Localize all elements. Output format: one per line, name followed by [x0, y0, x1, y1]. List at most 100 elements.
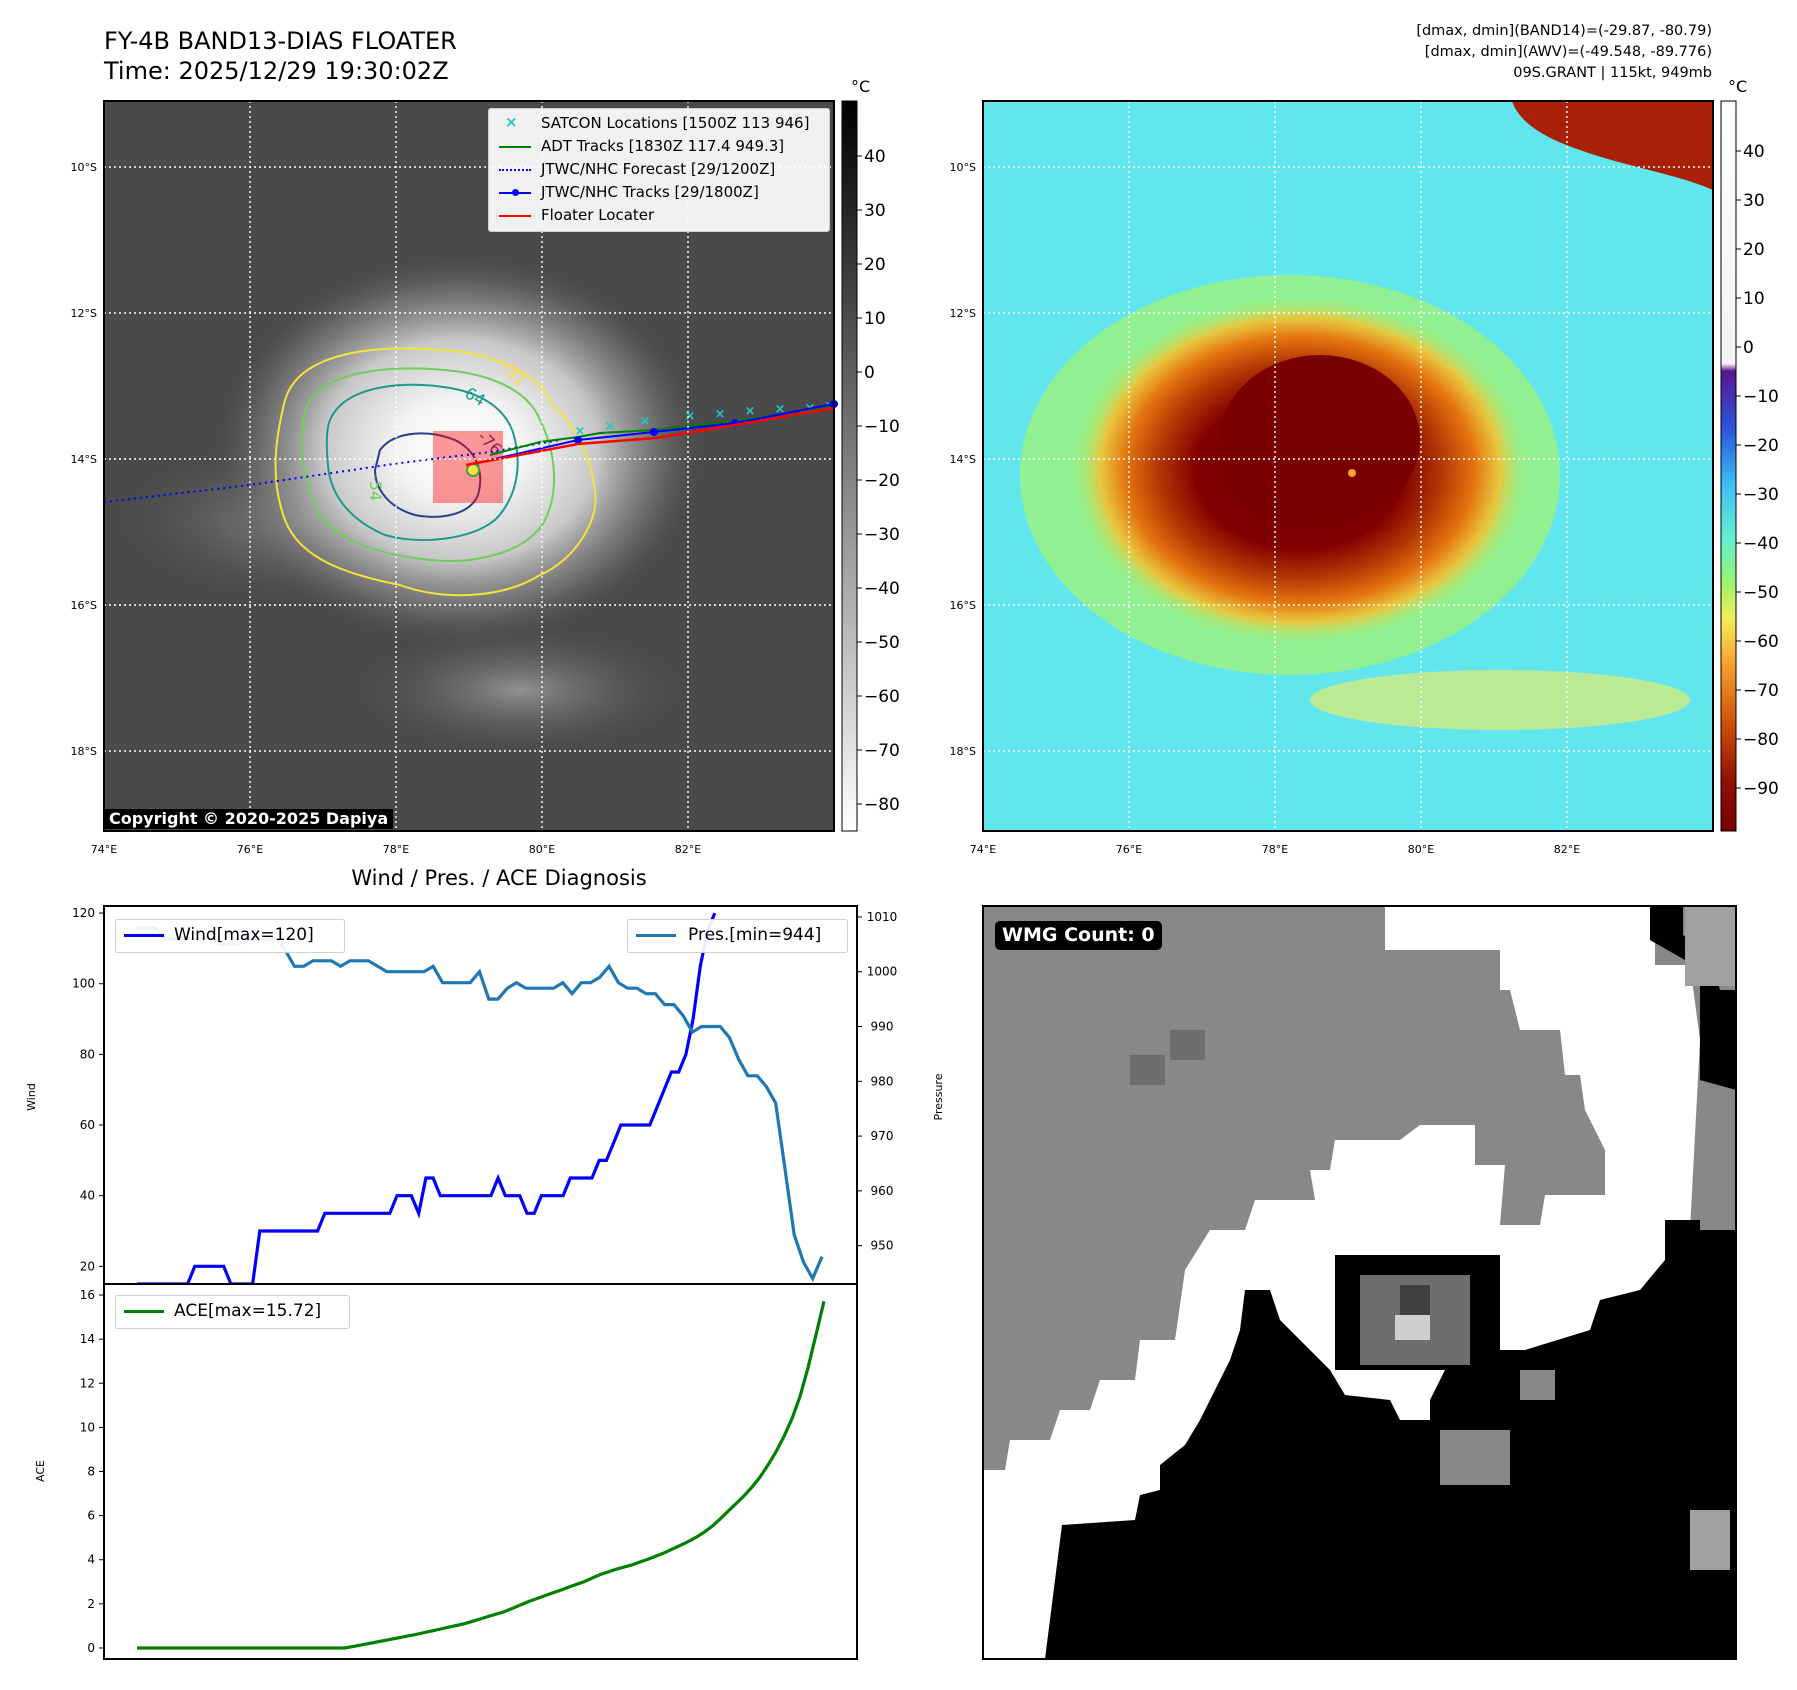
- ir-colorbar-tick: −80: [864, 795, 900, 815]
- copyright-badge: Copyright © 2020-2025 Dapiya: [104, 809, 394, 829]
- ir-colorbar: [841, 100, 858, 832]
- forecast-track: [103, 439, 561, 503]
- pressure-ytick: 1000: [867, 965, 898, 979]
- awv-lat-tick: 16°S: [950, 599, 976, 612]
- awv-lat-tick: 14°S: [950, 453, 976, 466]
- ir-colorbar-unit: °C: [851, 77, 871, 96]
- wmg-frame: [982, 905, 1737, 1660]
- awv-lon-tick: 80°E: [1408, 843, 1434, 856]
- info-band14: [dmax, dmin](BAND14)=(-29.87, -80.79): [1416, 23, 1712, 39]
- wind-ytick: 40: [80, 1189, 95, 1203]
- info-storm: 09S.GRANT | 115kt, 949mb: [1513, 65, 1712, 81]
- floater-track: [465, 406, 835, 467]
- adt-line-icon: [499, 146, 531, 148]
- tracks-dot-icon: [512, 189, 519, 196]
- awv-lat-tick: 18°S: [950, 745, 976, 758]
- ir-colorbar-tick: −70: [864, 741, 900, 761]
- awv-dry-corner: [1512, 101, 1713, 190]
- awv-colorbar-tick: −60: [1743, 632, 1779, 652]
- legend-satcon: × SATCON Locations [1500Z 113 946]: [505, 113, 810, 132]
- pressure-ytick: 960: [871, 1184, 894, 1198]
- awv-lon-tick: 74°E: [970, 843, 996, 856]
- satcon-marker: ×: [575, 424, 586, 439]
- info-awv: [dmax, dmin](AWV)=(-49.548, -89.776): [1424, 44, 1712, 60]
- pressure-axis-label: Pressure: [932, 1073, 945, 1120]
- track-point: [574, 436, 582, 444]
- awv-colorbar-tick: −50: [1743, 583, 1779, 603]
- ir-lat-tick: 16°S: [71, 599, 97, 612]
- contour-76: [373, 432, 482, 518]
- legend-adt: ADT Tracks [1830Z 117.4 949.3]: [489, 135, 829, 158]
- wmg-black-corner: [1650, 906, 1736, 1090]
- pressure-ytick: 950: [871, 1239, 894, 1253]
- awv-colorbar-tick: 0: [1743, 338, 1754, 358]
- satcon-marker: ×: [745, 404, 756, 419]
- wind-ytick: 100: [72, 977, 95, 991]
- wind-ytick: 80: [80, 1047, 95, 1061]
- awv-frame: [982, 100, 1714, 832]
- contour-64: [325, 383, 519, 541]
- wmg-eye-light: [1395, 1315, 1430, 1340]
- ace-ytick: 8: [87, 1465, 95, 1479]
- awv-colorbar-tick: −20: [1743, 436, 1779, 456]
- awv-lon-tick: 78°E: [1262, 843, 1288, 856]
- storm-eye-marker: [466, 463, 480, 477]
- ace-ytick: 4: [87, 1553, 95, 1567]
- ir-lon-tick: 76°E: [237, 843, 263, 856]
- wmg-gray-patch: [1440, 1430, 1510, 1485]
- ir-colorbar-tick: 20: [864, 255, 886, 275]
- ir-lon-tick: 80°E: [529, 843, 555, 856]
- ace-axes: [103, 1283, 858, 1660]
- awv-colorbar-tick: −80: [1743, 730, 1779, 750]
- awv-colorbar-tick: −10: [1743, 387, 1779, 407]
- wind-axis-label: Wind: [25, 1083, 38, 1111]
- satcon-marker: ×: [775, 402, 786, 417]
- ir-legend: × SATCON Locations [1500Z 113 946] ADT T…: [488, 108, 830, 232]
- wmg-dark-patch: [1130, 1055, 1165, 1085]
- ir-lat-tick: 12°S: [71, 307, 97, 320]
- ir-colorbar-tick: −30: [864, 525, 900, 545]
- ir-cloud-band-south: [340, 620, 700, 760]
- diagnosis-title: Wind / Pres. / ACE Diagnosis: [351, 866, 647, 890]
- ir-colorbar-tick: −10: [864, 417, 900, 437]
- awv-colorbar-tick: 40: [1743, 142, 1765, 162]
- contour-54: [301, 367, 555, 562]
- wmg-light-patch: [1690, 1510, 1730, 1570]
- pressure-line-icon: [636, 934, 676, 937]
- ir-colorbar-tick: −60: [864, 687, 900, 707]
- ir-lat-tick: 18°S: [71, 745, 97, 758]
- ir-colorbar-tick: 10: [864, 309, 886, 329]
- awv-colorbar-tick: 30: [1743, 191, 1765, 211]
- ace-ytick: 6: [87, 1509, 95, 1523]
- forecast-line-icon: [499, 169, 531, 171]
- wind-ytick: 60: [80, 1118, 95, 1132]
- figure-title: FY-4B BAND13-DIAS FLOATER: [104, 27, 457, 55]
- ir-colorbar-tick: −20: [864, 471, 900, 491]
- ir-lat-tick: 14°S: [71, 453, 97, 466]
- figure-time: Time: 2025/12/29 19:30:02Z: [104, 57, 449, 85]
- pressure-ytick: 980: [871, 1074, 894, 1088]
- wmg-eye-dark: [1400, 1285, 1430, 1315]
- awv-colorbar-tick: 10: [1743, 289, 1765, 309]
- wind-legend: Wind[max=120]: [115, 919, 345, 953]
- satcon-marker: ×: [715, 407, 726, 422]
- ir-frame: [103, 100, 835, 832]
- wind-ytick: 20: [80, 1259, 95, 1273]
- ace-line-icon: [124, 1310, 164, 1313]
- awv-colorbar: [1720, 100, 1737, 832]
- ace-ytick: 10: [80, 1420, 95, 1434]
- ace-axis-label: ACE: [34, 1460, 47, 1482]
- ir-colorbar-tick: 0: [864, 363, 875, 383]
- ace-legend: ACE[max=15.72]: [115, 1295, 350, 1329]
- satcon-marker: ×: [640, 414, 651, 429]
- ir-lon-tick: 82°E: [675, 843, 701, 856]
- contour-label-54: -54: [366, 475, 385, 501]
- awv-eye-dot: [1348, 469, 1356, 477]
- ace-series-line: [137, 1300, 826, 1650]
- awv-colorbar-tick: −90: [1743, 779, 1779, 799]
- wmg-gray-patch-small: [1520, 1370, 1555, 1400]
- legend-tracks: JTWC/NHC Tracks [29/1800Z]: [489, 181, 829, 204]
- awv-colorbar-unit: °C: [1728, 77, 1748, 96]
- awv-colorbar-tick: −70: [1743, 681, 1779, 701]
